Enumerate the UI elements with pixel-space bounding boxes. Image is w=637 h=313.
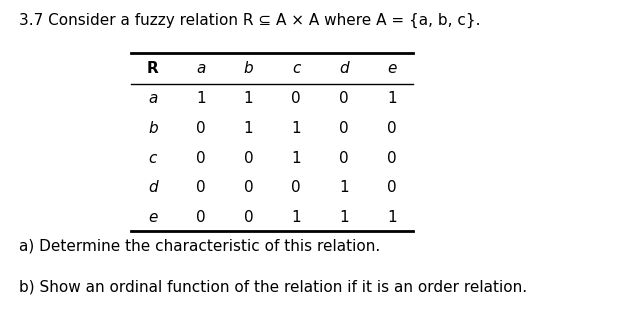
Text: d: d — [148, 180, 158, 195]
Text: 0: 0 — [339, 151, 349, 166]
Text: e: e — [387, 61, 396, 76]
Text: 0: 0 — [291, 180, 301, 195]
Text: 1: 1 — [196, 91, 206, 106]
Text: 0: 0 — [387, 151, 397, 166]
Text: e: e — [148, 210, 157, 225]
Text: 0: 0 — [243, 180, 254, 195]
Text: 0: 0 — [339, 121, 349, 136]
Text: R: R — [147, 61, 159, 76]
Text: 0: 0 — [196, 151, 206, 166]
Text: a: a — [148, 91, 157, 106]
Text: b: b — [148, 121, 158, 136]
Text: 0: 0 — [243, 210, 254, 225]
Text: 0: 0 — [196, 121, 206, 136]
Text: c: c — [148, 151, 157, 166]
Text: 1: 1 — [243, 121, 254, 136]
Text: a: a — [196, 61, 205, 76]
Text: 0: 0 — [291, 91, 301, 106]
Text: 1: 1 — [339, 210, 349, 225]
Text: a) Determine the characteristic of this relation.: a) Determine the characteristic of this … — [19, 239, 380, 253]
Text: 1: 1 — [387, 91, 397, 106]
Text: 0: 0 — [243, 151, 254, 166]
Text: 0: 0 — [339, 91, 349, 106]
Text: 0: 0 — [196, 210, 206, 225]
Text: 1: 1 — [243, 91, 254, 106]
Text: 0: 0 — [196, 180, 206, 195]
Text: 3.7 Consider a fuzzy relation R ⊆ A × A where A = {a, b, c}.: 3.7 Consider a fuzzy relation R ⊆ A × A … — [19, 13, 480, 28]
Text: 1: 1 — [291, 210, 301, 225]
Text: c: c — [292, 61, 301, 76]
Text: 1: 1 — [339, 180, 349, 195]
Text: b: b — [243, 61, 254, 76]
Text: 1: 1 — [291, 121, 301, 136]
Text: 1: 1 — [387, 210, 397, 225]
Text: 1: 1 — [291, 151, 301, 166]
Text: 0: 0 — [387, 121, 397, 136]
Text: 0: 0 — [387, 180, 397, 195]
Text: b) Show an ordinal function of the relation if it is an order relation.: b) Show an ordinal function of the relat… — [19, 279, 527, 294]
Text: d: d — [339, 61, 349, 76]
